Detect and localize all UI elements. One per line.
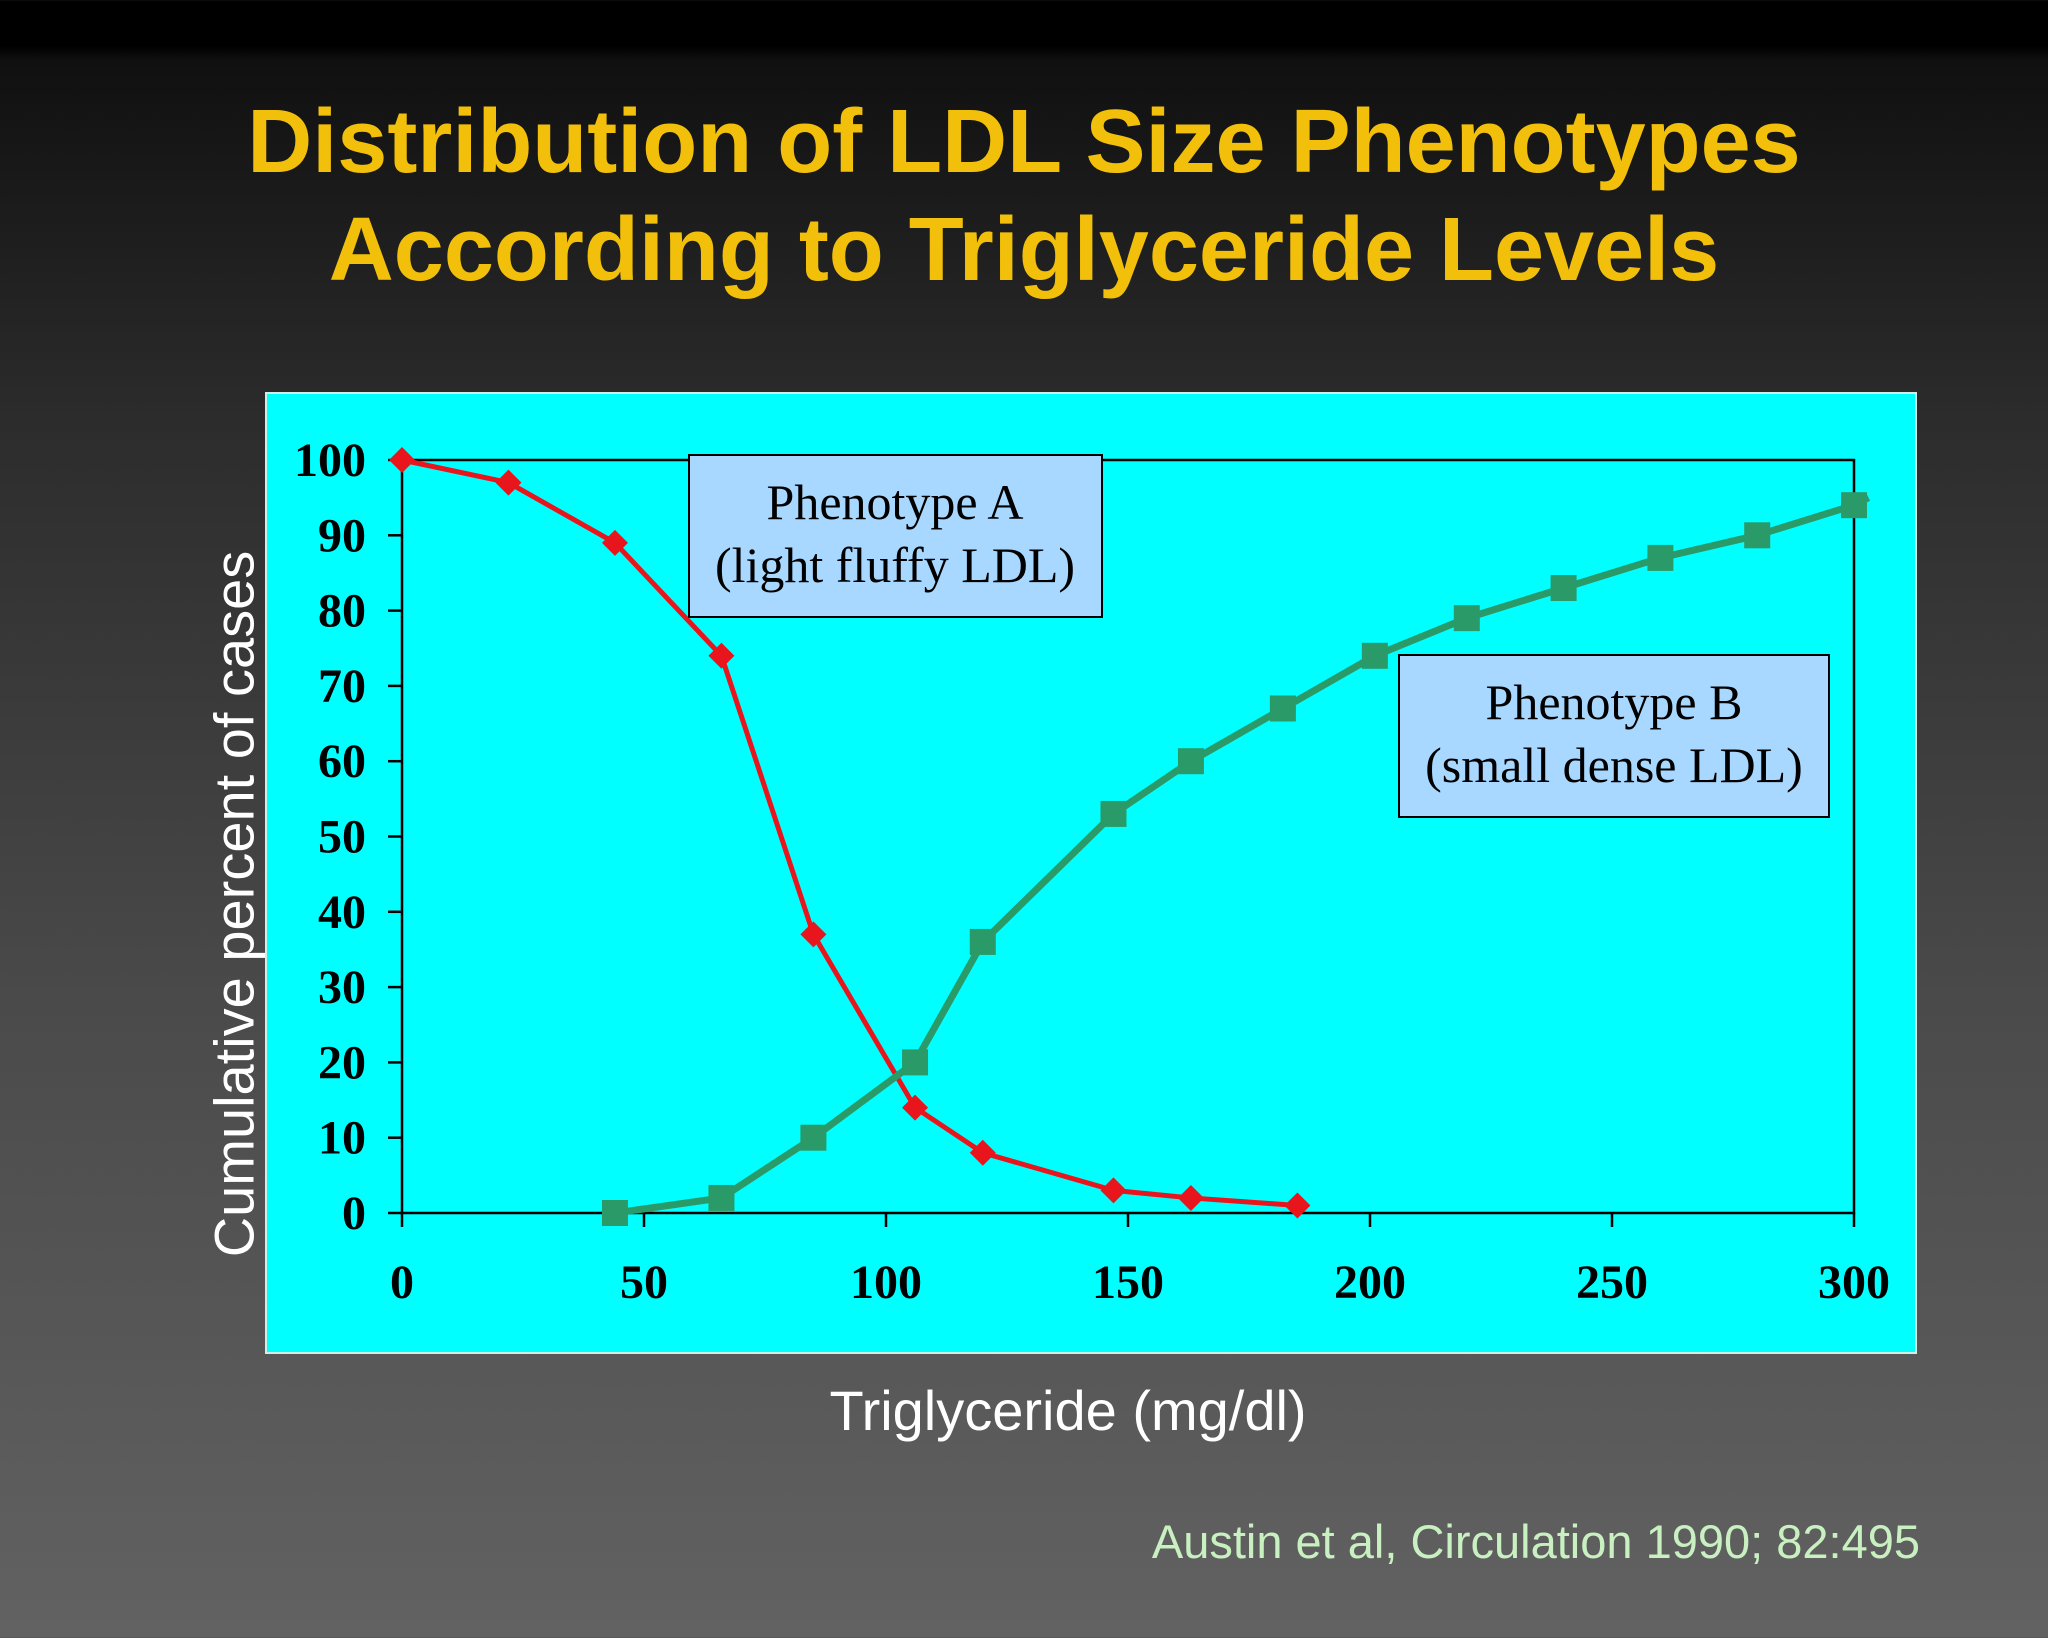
data-point-phenotype-a: [389, 447, 415, 473]
x-tick-label: 250: [1576, 1256, 1648, 1309]
data-point-phenotype-b: [1647, 544, 1674, 571]
x-axis-label-row: Triglyceride (mg/dl): [0, 1378, 2048, 1443]
data-point-phenotype-b: [1361, 642, 1388, 669]
y-tick-label: 20: [318, 1036, 366, 1089]
legend-b-line-1: Phenotype B: [1486, 674, 1743, 730]
series-markers: [389, 447, 1867, 1226]
data-point-phenotype-b: [1453, 605, 1480, 632]
y-tick-label: 60: [318, 735, 366, 788]
y-tick-label: 0: [342, 1187, 366, 1240]
legend-a-line-2: (light fluffy LDL): [715, 537, 1075, 593]
legend-box-a-frame: [688, 454, 1103, 618]
data-point-phenotype-b: [708, 1184, 735, 1211]
data-point-phenotype-a: [902, 1094, 929, 1121]
x-tick-label: 200: [1334, 1256, 1406, 1309]
x-tick-label: 100: [850, 1256, 922, 1309]
y-axis: 0 10 20 30 40 50 60 70 80 90 100: [294, 434, 402, 1240]
x-tick-label: 0: [390, 1256, 414, 1309]
y-tick-label: 30: [318, 961, 366, 1014]
x-axis-label: Triglyceride (mg/dl): [829, 1379, 1307, 1442]
legend-a-line-1: Phenotype A: [767, 474, 1024, 530]
y-tick-label: 70: [318, 660, 366, 713]
x-tick-label: 150: [1092, 1256, 1164, 1309]
x-axis: 0 50 100 150 200 250 300: [390, 1213, 1890, 1309]
slide-title-line-2: According to Triglyceride Levels: [328, 200, 1720, 300]
data-point-phenotype-b: [1550, 575, 1577, 602]
y-tick-label: 90: [318, 509, 366, 562]
legend-b-line-2: (small dense LDL): [1425, 737, 1803, 793]
y-tick-label: 100: [294, 434, 366, 487]
data-point-phenotype-b: [800, 1124, 827, 1151]
data-point-phenotype-b: [1177, 748, 1204, 775]
x-tick-label: 50: [620, 1256, 668, 1309]
data-point-phenotype-a: [1177, 1184, 1204, 1211]
x-tick-label: 300: [1818, 1256, 1890, 1309]
y-tick-label: 10: [318, 1112, 366, 1165]
citation: Austin et al, Circulation 1990; 82:495: [1151, 1515, 1920, 1568]
data-point-phenotype-a: [495, 469, 522, 496]
y-axis-label: Cumulative percent of cases: [202, 550, 266, 1258]
y-tick-label: 50: [318, 811, 366, 864]
data-point-phenotype-b: [1100, 800, 1127, 827]
data-point-phenotype-a: [601, 529, 628, 556]
y-tick-label: 40: [318, 886, 366, 939]
y-tick-label: 80: [318, 585, 366, 638]
data-point-phenotype-b: [969, 928, 996, 955]
data-point-phenotype-b: [601, 1200, 628, 1226]
data-point-phenotype-a: [969, 1139, 996, 1166]
legend-box-b-frame: [1398, 654, 1830, 818]
legend-box-phenotype-b: Phenotype B (small dense LDL): [1398, 654, 1830, 818]
slide-title-line-1: Distribution of LDL Size Phenotypes: [247, 92, 1801, 192]
data-point-phenotype-a: [708, 642, 735, 669]
data-point-phenotype-a: [1100, 1177, 1127, 1204]
data-point-phenotype-b: [902, 1049, 929, 1076]
data-point-phenotype-b: [1269, 695, 1296, 722]
legend-box-phenotype-a: Phenotype A (light fluffy LDL): [688, 454, 1103, 618]
data-point-phenotype-b: [1744, 522, 1771, 549]
data-point-phenotype-a: [800, 921, 827, 948]
series-line-phenotype-a: [401, 457, 1298, 1208]
data-point-phenotype-b: [1841, 492, 1867, 519]
data-point-phenotype-a: [1284, 1192, 1311, 1219]
